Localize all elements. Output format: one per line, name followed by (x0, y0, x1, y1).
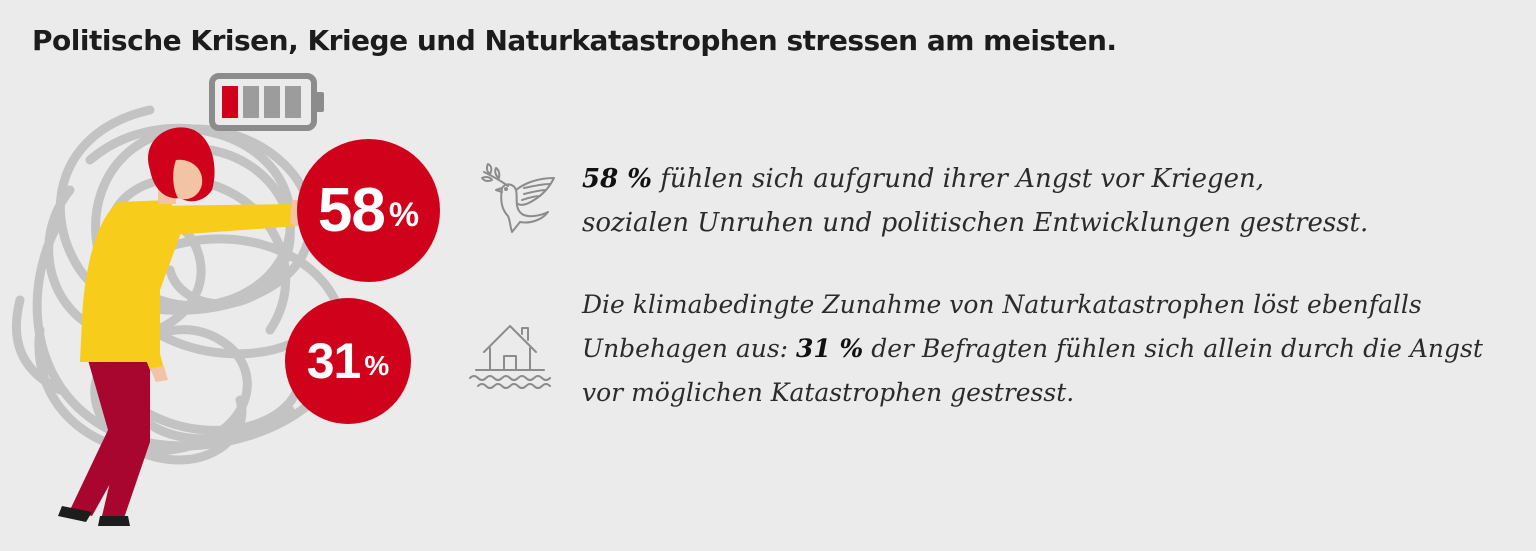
stat-highlight: 58 % (582, 164, 652, 194)
battery-icon (209, 73, 324, 131)
stat-text-31: Die klimabedingte Zunahme von Naturkatas… (582, 283, 1483, 415)
stressed-woman-figure (58, 127, 308, 526)
stat-line-text: vor möglichen Katastrophen gestresst. (582, 378, 1075, 407)
stat-line: Unbehagen aus: 31 % der Befragten fühlen… (582, 327, 1483, 371)
stat-line-text: Die klimabedingte Zunahme von Naturkatas… (582, 290, 1422, 319)
stat-line-text: sozialen Unruhen und politischen Entwick… (582, 208, 1369, 238)
stat-text-58: 58 % fühlen sich aufgrund ihrer Angst vo… (582, 157, 1368, 245)
stat-highlight: 31 % (796, 334, 864, 363)
stat-line: Die klimabedingte Zunahme von Naturkatas… (582, 283, 1483, 327)
stat-badge-31: 31% (285, 298, 411, 424)
stat-line-text: fühlen sich aufgrund ihrer Angst vor Kri… (651, 164, 1265, 194)
stat-line: sozialen Unruhen und politischen Entwick… (582, 201, 1368, 245)
stat-line: 58 % fühlen sich aufgrund ihrer Angst vo… (582, 157, 1368, 201)
stat-unit: % (364, 350, 390, 381)
stat-badge-58: 58% (297, 139, 440, 282)
stat-value: 31 (306, 333, 362, 389)
dove-icon (481, 163, 555, 233)
stat-unit: % (388, 196, 420, 234)
stat-line-text: der Befragten fühlen sich allein durch d… (863, 334, 1483, 363)
stress-illustration (11, 73, 348, 526)
headline: Politische Krisen, Kriege und Naturkatas… (32, 24, 1117, 57)
flooded-house-icon (469, 325, 551, 389)
stat-line: vor möglichen Katastrophen gestresst. (582, 371, 1483, 415)
stat-line-text: Unbehagen aus: (582, 334, 797, 363)
stat-value: 58 (317, 176, 386, 245)
